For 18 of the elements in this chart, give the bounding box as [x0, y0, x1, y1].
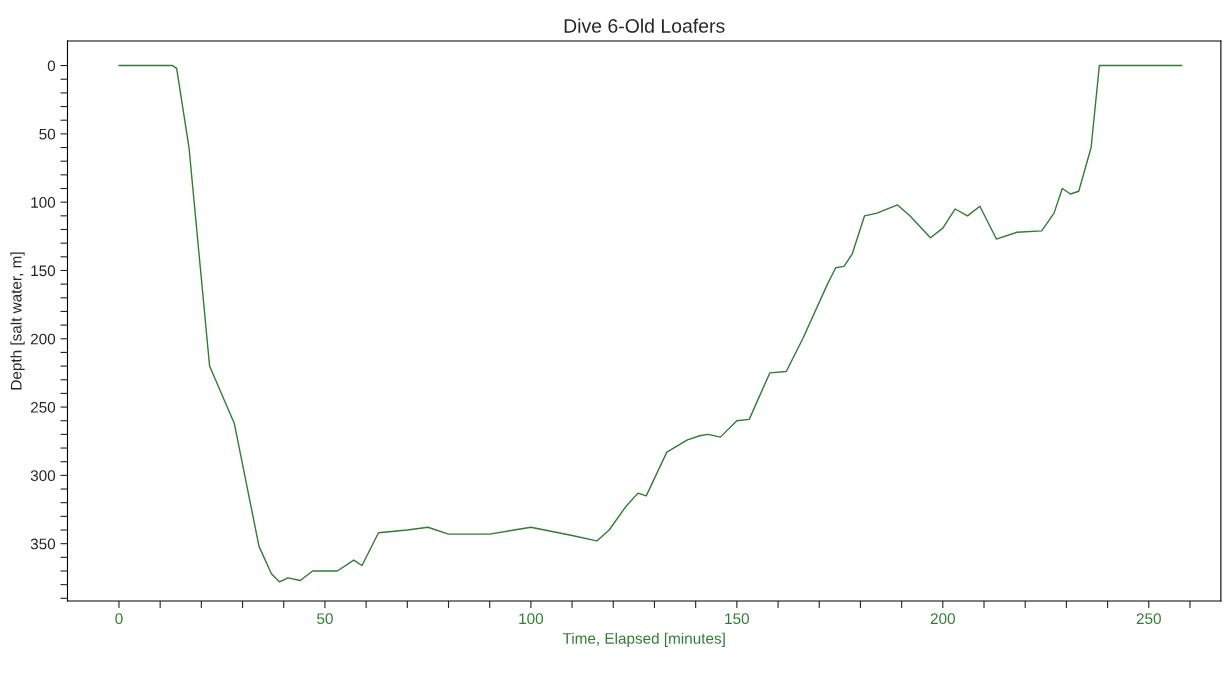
y-axis-title: Depth [salt water, m]: [10, 252, 25, 390]
y-tick-label: 100: [31, 197, 56, 208]
x-tick-label: 150: [725, 613, 750, 625]
x-tick-label: 0: [115, 613, 123, 625]
x-tick-label: 100: [519, 613, 544, 625]
y-tick-label: 50: [39, 128, 56, 140]
y-tick-label: 300: [30, 470, 56, 482]
x-tick-label: 50: [317, 613, 333, 625]
x-tick-label: 200: [930, 613, 955, 625]
y-tick-label: 350: [30, 538, 56, 550]
y-tick-label: 0: [47, 60, 56, 72]
y-tick-label: 150: [31, 265, 56, 277]
x-tick-label: 250: [1136, 613, 1161, 625]
line-series: [118, 64, 1183, 583]
y-tick-label: 250: [30, 401, 56, 413]
x-axis-title: Time, Elapsed [minutes]: [562, 632, 725, 647]
y-tick-label: 200: [30, 333, 56, 345]
chart-title: Dive 6-Old Loafers: [564, 18, 725, 33]
